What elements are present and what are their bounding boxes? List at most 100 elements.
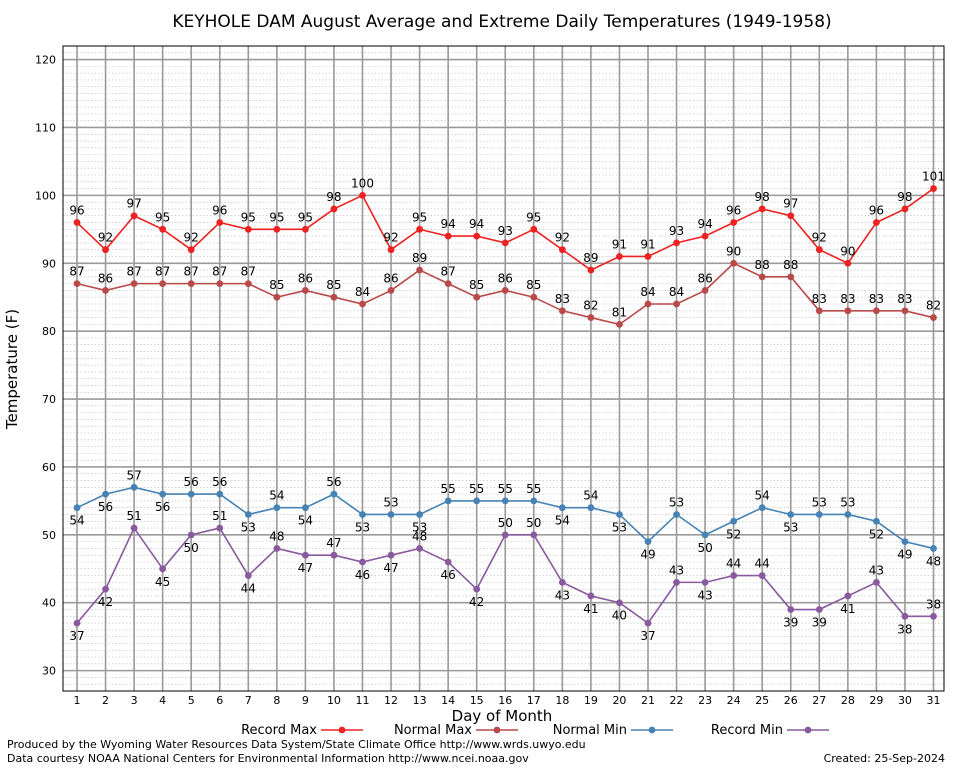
data-point xyxy=(815,511,823,518)
data-label: 46 xyxy=(355,568,370,582)
data-point xyxy=(73,504,81,512)
data-point xyxy=(758,205,766,213)
data-label: 86 xyxy=(697,271,712,285)
data-point xyxy=(701,578,709,586)
data-label: 85 xyxy=(326,278,341,292)
data-point xyxy=(844,592,852,600)
data-label: 43 xyxy=(697,588,712,602)
data-label: 87 xyxy=(126,265,141,279)
data-label: 87 xyxy=(441,265,456,279)
data-point xyxy=(159,565,167,573)
data-label: 53 xyxy=(783,520,798,534)
legend-label: Normal Max xyxy=(394,723,472,738)
data-point xyxy=(930,185,937,192)
data-point xyxy=(444,280,452,288)
y-tick-label: 120 xyxy=(35,54,56,67)
data-point xyxy=(473,293,481,301)
x-tick-label: 9 xyxy=(302,694,309,707)
data-label: 84 xyxy=(669,285,684,299)
data-label: 87 xyxy=(184,265,199,279)
data-label: 57 xyxy=(126,468,141,482)
data-label: 82 xyxy=(583,299,598,313)
data-point xyxy=(901,612,909,620)
x-axis-label: Day of Month xyxy=(452,707,553,725)
data-label: 90 xyxy=(840,244,855,258)
data-point xyxy=(102,287,109,294)
minor-grid xyxy=(63,45,944,692)
data-point xyxy=(187,490,195,498)
data-point xyxy=(844,307,852,315)
x-tick-label: 24 xyxy=(727,694,741,707)
data-point xyxy=(244,280,252,288)
data-label: 56 xyxy=(184,475,199,489)
data-point xyxy=(102,490,109,498)
data-point xyxy=(473,232,481,240)
data-label: 42 xyxy=(469,595,484,609)
data-point xyxy=(758,504,766,512)
data-point xyxy=(644,300,652,308)
data-point xyxy=(815,307,823,315)
y-tick-label: 30 xyxy=(42,665,56,678)
data-label: 96 xyxy=(726,204,741,218)
x-tick-label: 22 xyxy=(670,694,684,707)
data-label: 52 xyxy=(869,527,884,541)
data-label: 98 xyxy=(755,190,770,204)
data-label: 42 xyxy=(98,595,113,609)
data-point xyxy=(159,490,167,498)
data-point xyxy=(273,504,281,512)
data-point xyxy=(787,511,795,518)
data-point xyxy=(530,497,538,505)
data-label: 43 xyxy=(555,588,570,602)
x-tick-label: 6 xyxy=(216,694,223,707)
data-label: 44 xyxy=(726,557,741,571)
data-point xyxy=(587,592,595,600)
data-point xyxy=(302,551,309,559)
legend-marker xyxy=(648,726,656,734)
x-tick-label: 23 xyxy=(698,694,712,707)
y-tick-label: 40 xyxy=(42,597,56,610)
data-point xyxy=(73,280,81,288)
data-point xyxy=(616,320,623,328)
data-point xyxy=(616,511,623,518)
data-label: 96 xyxy=(69,204,84,218)
data-point xyxy=(873,578,880,586)
data-label: 47 xyxy=(326,536,341,550)
data-point xyxy=(216,524,224,532)
data-label: 84 xyxy=(355,285,370,299)
y-tick-label: 80 xyxy=(42,325,56,338)
data-point xyxy=(302,504,309,512)
x-tick-label: 27 xyxy=(812,694,826,707)
data-label: 38 xyxy=(897,622,912,636)
legend-marker xyxy=(804,726,812,734)
data-point xyxy=(901,538,909,546)
data-point xyxy=(673,578,680,586)
data-label: 95 xyxy=(241,210,256,224)
data-point xyxy=(930,612,937,620)
data-point xyxy=(359,191,366,199)
data-point xyxy=(244,511,252,518)
data-label: 50 xyxy=(526,516,541,530)
data-label: 95 xyxy=(155,210,170,224)
data-point xyxy=(701,287,709,294)
data-point xyxy=(730,219,738,226)
plot-frame xyxy=(62,45,945,692)
data-label: 39 xyxy=(783,616,798,630)
data-label: 87 xyxy=(69,265,84,279)
data-label: 94 xyxy=(697,217,712,231)
data-point xyxy=(387,551,395,559)
data-label: 101 xyxy=(922,170,945,184)
data-point xyxy=(844,511,852,518)
data-label: 41 xyxy=(840,602,855,616)
x-tick-label: 5 xyxy=(188,694,195,707)
data-point xyxy=(216,280,224,288)
data-point xyxy=(873,219,880,226)
data-label: 56 xyxy=(98,500,113,514)
data-label: 54 xyxy=(298,514,313,528)
data-point xyxy=(130,212,138,220)
data-point xyxy=(244,225,252,233)
data-point xyxy=(330,490,338,498)
data-label: 85 xyxy=(526,278,541,292)
x-tick-label: 28 xyxy=(841,694,855,707)
data-label: 45 xyxy=(155,575,170,589)
data-point xyxy=(330,205,338,213)
